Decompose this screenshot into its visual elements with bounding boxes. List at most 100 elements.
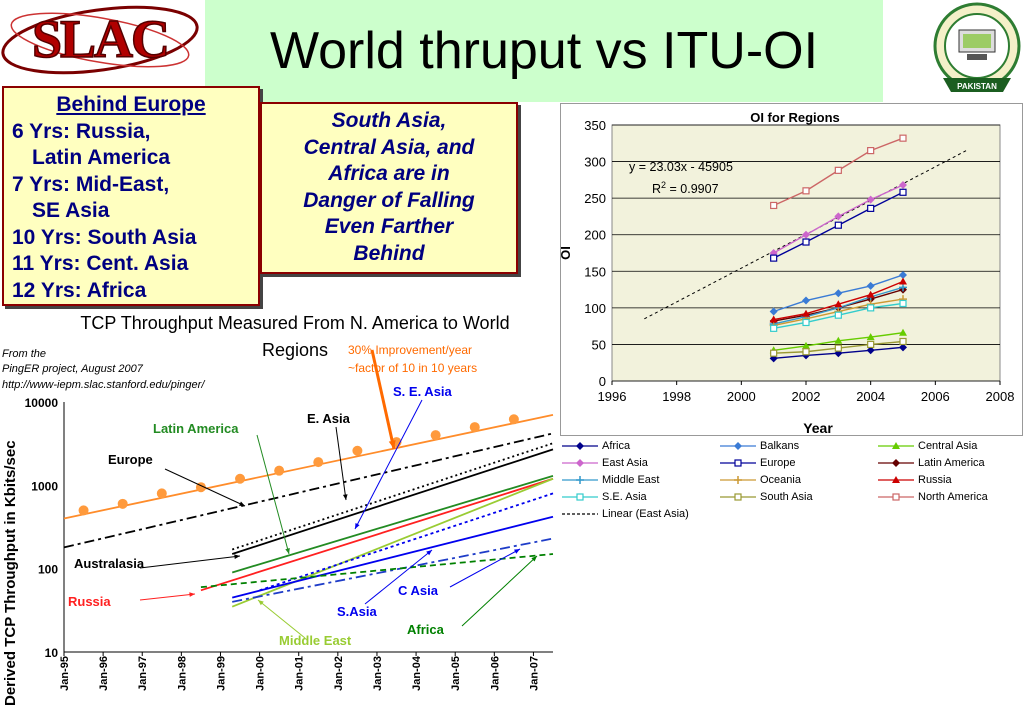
oi-legend-label: Latin America [918,457,985,469]
tcp-series-label: Russia [68,594,111,609]
oi-data-point [834,166,842,174]
oi-data-point [866,195,875,204]
tcp-series-label: S.Asia [337,604,378,619]
oi-data-point [899,299,907,308]
oi-legend-swatch [562,513,598,515]
tcp-x-tick-label: Jan-99 [215,656,227,691]
oi-x-tick-label: 1996 [598,389,627,404]
danger-line: Behind [353,241,425,265]
oi-data-point [834,311,842,319]
tcp-series-label: Australasia [74,556,145,571]
behind-line: 6 Yrs: Russia, [12,119,151,143]
tcp-callout-arrowhead [531,556,537,562]
oi-legend-label: South Asia [760,491,813,503]
tcp-improvement-note: ~factor of 10 in 10 years [348,361,477,375]
oi-legend-item: S.E. Asia [562,489,647,505]
tcp-callout-arrowhead [514,549,520,554]
oi-legend-item: North America [878,489,988,505]
oi-legend-item: East Asia [562,455,648,471]
tcp-series-line [259,492,554,592]
oi-data-point [769,307,778,316]
oi-legend-label: Europe [760,457,796,469]
oi-legend-marker [576,476,584,484]
oi-legend-swatch [878,459,914,467]
oi-data-point [802,341,810,349]
danger-line: Africa are in [328,162,450,185]
oi-data-point [866,333,875,341]
tcp-callout-arrow [164,468,246,507]
oi-legend-item: Oceania [720,472,801,488]
tcp-data-point [274,465,285,476]
tcp-data-point [469,422,480,433]
oi-data-point [866,290,875,298]
oi-legend-marker [576,459,584,467]
oi-legend-marker [734,459,742,467]
oi-data-point [770,254,778,262]
tcp-series-label: C Asia [398,583,439,598]
oi-y-tick-label: 350 [584,118,606,133]
oi-data-point [802,187,810,195]
tcp-x-tick-label: Jan-96 [98,656,110,691]
tcp-improvement-note: 30% Improvement/year [348,343,472,357]
tcp-series-line [63,432,554,549]
tcp-series-line [63,414,554,520]
tcp-callout-arrowhead [258,600,264,606]
tcp-chart-title: TCP Throughput Measured From N. America … [80,313,509,333]
tcp-data-point [78,505,89,516]
tcp-data-point [508,414,519,425]
danger-box: South Asia, Central Asia, and Africa are… [260,102,518,274]
tcp-x-tick-label: Jan-07 [528,656,540,691]
oi-legend-swatch [878,493,914,501]
tcp-data-point [313,457,324,468]
tcp-x-tick-label: Jan-02 [333,656,345,691]
oi-legend-swatch [878,442,914,449]
oi-legend-swatch [720,476,756,484]
oi-data-point [866,281,875,290]
oi-data-point [899,270,907,279]
oi-y-tick-label: 300 [584,155,606,170]
tcp-series-line [232,537,554,603]
tcp-series-line [231,448,554,555]
oi-legend-label: Middle East [602,474,660,486]
oi-y-tick-label: 100 [584,301,606,316]
oi-x-axis-label: Year [803,420,833,436]
tcp-callout-arrowhead [189,592,195,597]
oi-legend-item: Central Asia [878,438,977,454]
oi-data-point [802,296,810,305]
oi-data-point [899,343,907,352]
oi-y-axis-label: OI [560,246,573,260]
behind-europe-heading: Behind Europe [56,93,206,116]
tcp-callout-arrow [139,593,196,601]
oi-legend-item: Middle East [562,472,659,488]
tcp-data-point [156,488,167,499]
behind-line: 12 Yrs: Africa [12,278,147,302]
oi-data-point [770,324,778,332]
oi-data-point [802,238,810,246]
danger-line: Danger of Falling [303,188,475,212]
oi-legend-marker [734,493,742,501]
behind-line: 7 Yrs: Mid-East, [12,172,170,196]
oi-legend-swatch [720,459,756,467]
tcp-series-label: Europe [108,452,153,467]
tcp-x-tick-label: Jan-98 [176,656,188,691]
tcp-series-label: E. Asia [307,411,351,426]
oi-legend-item: Linear (East Asia) [562,506,689,522]
oi-data-point [834,300,843,308]
oi-y-tick-label: 250 [584,191,606,206]
oi-y-tick-label: 150 [584,264,606,279]
oi-data-point [899,134,907,142]
oi-data-point [769,315,778,323]
oi-data-point [802,230,810,239]
oi-data-point [802,348,810,356]
tcp-x-tick-label: Jan-00 [255,656,267,691]
oi-data-point [867,304,875,312]
oi-legend-marker [576,442,584,450]
oi-legend-swatch [562,493,598,501]
oi-legend-marker [734,476,742,484]
oi-data-point [802,318,810,327]
oi-legend-marker [576,493,584,501]
oi-legend-item: Russia [878,472,952,488]
slac-logo: SLAC [1,5,199,75]
behind-line: 10 Yrs: South Asia [12,225,197,249]
tcp-callout-arrow [335,426,347,501]
